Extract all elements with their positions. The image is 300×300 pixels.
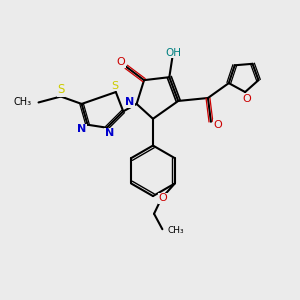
Text: N: N — [125, 98, 135, 107]
Text: S: S — [57, 83, 64, 97]
Text: CH₃: CH₃ — [14, 98, 32, 107]
Text: OH: OH — [166, 47, 182, 58]
Text: O: O — [159, 193, 167, 203]
Text: S: S — [111, 80, 118, 91]
Text: O: O — [242, 94, 251, 103]
Text: O: O — [116, 57, 125, 67]
Text: O: O — [213, 120, 222, 130]
Text: CH₃: CH₃ — [168, 226, 184, 235]
Text: N: N — [105, 128, 114, 138]
Text: N: N — [77, 124, 86, 134]
